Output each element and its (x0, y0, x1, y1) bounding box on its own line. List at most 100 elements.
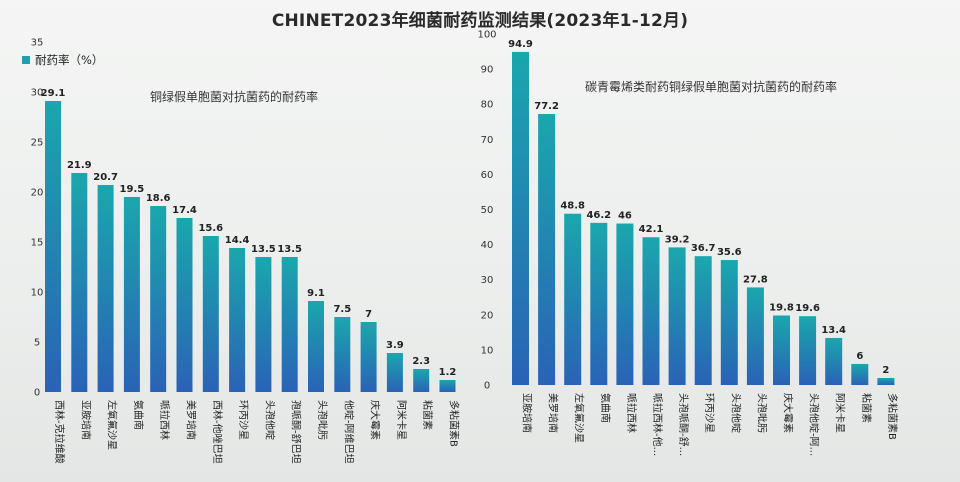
left-category-label: 庆大霉素 (369, 400, 382, 440)
left-y-tick: 25 (31, 138, 44, 149)
right-category-label: 头孢他啶-阿... (808, 393, 821, 456)
right-bars: 94.9 亚胺培南 77.2 美罗培南 48.8 左氧氟沙星 46.2 氨曲南 46 哌拉西林 42… (508, 39, 899, 456)
right-bar (668, 247, 686, 385)
left-bar (255, 257, 272, 392)
right-y-tick: 0 (484, 381, 490, 392)
left-bar (45, 101, 61, 392)
right-bar (590, 222, 608, 385)
right-bar (616, 223, 634, 385)
left-value-label: 14.4 (225, 235, 250, 246)
left-value-label: 20.7 (93, 172, 118, 183)
right-y-tick: 70 (481, 135, 494, 146)
right-value-label: 46 (618, 211, 632, 222)
right-y-tick: 80 (481, 100, 494, 111)
left-bar (281, 257, 298, 392)
left-value-label: 13.5 (277, 244, 302, 255)
right-value-label: 19.6 (795, 303, 820, 314)
right-y-tick: 20 (481, 310, 494, 321)
right-bar (512, 51, 529, 385)
left-value-label: 1.2 (439, 367, 457, 378)
right-category-label: 阿米卡星 (834, 393, 847, 433)
right-bar (746, 287, 764, 385)
left-y-tick: 5 (34, 338, 40, 349)
left-bar (360, 322, 377, 392)
left-value-label: 7.5 (333, 304, 351, 315)
right-value-label: 35.6 (717, 247, 742, 258)
right-category-label: 环丙沙星 (703, 393, 715, 433)
left-category-label: 左氧氟沙星 (106, 400, 119, 450)
right-category-label: 头孢他啶 (729, 393, 742, 433)
right-bar (773, 315, 790, 385)
left-value-label: 17.4 (172, 205, 197, 216)
left-value-label: 15.6 (198, 223, 223, 234)
left-category-label: 环丙沙星 (237, 400, 249, 440)
right-value-label: 42.1 (639, 224, 664, 235)
left-value-label: 2.3 (412, 356, 430, 367)
left-value-label: 7 (365, 309, 372, 320)
right-bar (877, 377, 895, 385)
left-bar (202, 236, 219, 392)
right-bar (825, 337, 843, 385)
left-category-label: 西林-克拉维酸 (53, 400, 66, 464)
left-category-label: 多粘菌素B (448, 400, 461, 447)
left-value-label: 18.6 (146, 193, 171, 204)
right-y-tick: 10 (481, 345, 494, 356)
right-y-axis: 0 10 20 30 40 50 60 70 80 90 100 (477, 30, 496, 392)
right-category-label: 多粘菌素B (886, 393, 899, 440)
left-category-label: 西林-他唑巴坦 (211, 400, 224, 464)
left-bar (176, 218, 193, 392)
right-value-label: 46.2 (586, 210, 611, 221)
left-y-tick: 10 (31, 288, 44, 299)
left-value-label: 21.9 (67, 160, 92, 171)
left-bar (150, 206, 167, 392)
right-category-label: 粘菌素 (860, 393, 873, 423)
right-bar (851, 363, 869, 385)
left-y-axis: 0 5 10 15 20 25 30 35 (31, 38, 44, 399)
left-category-label: 氨曲南 (132, 400, 145, 430)
left-value-label: 19.5 (120, 184, 145, 195)
right-bar (642, 237, 660, 385)
left-bar (71, 173, 88, 392)
right-category-label: 美罗培南 (547, 393, 560, 433)
chart-right-title: 碳青霉烯类耐药铜绿假单胞菌对抗菌药的耐药率 (585, 79, 837, 94)
left-category-label: 哌拉西林 (158, 400, 171, 440)
left-bar (439, 380, 456, 392)
right-category-label: 庆大霉素 (782, 393, 795, 433)
right-bar (694, 256, 712, 385)
left-y-tick: 35 (31, 38, 44, 49)
right-value-label: 39.2 (665, 234, 690, 245)
left-y-tick: 0 (34, 388, 40, 399)
left-value-label: 3.9 (386, 340, 404, 351)
right-value-label: 6 (856, 351, 863, 362)
left-bar (229, 248, 246, 392)
right-bar (538, 114, 556, 385)
right-category-label: 亚胺培南 (521, 393, 534, 433)
right-y-tick: 60 (481, 170, 494, 181)
right-y-tick: 40 (481, 240, 494, 251)
left-value-label: 13.5 (251, 244, 276, 255)
left-category-label: 他啶-阿维巴坦 (342, 400, 355, 464)
left-y-tick: 30 (31, 88, 44, 99)
left-value-label: 9.1 (307, 288, 325, 299)
left-category-label: 阿米卡星 (395, 400, 408, 440)
legend-swatch (22, 56, 30, 64)
right-bar (564, 213, 582, 385)
right-category-label: 哌拉西林 (625, 393, 638, 433)
left-bar (386, 353, 403, 392)
left-bar (334, 317, 351, 392)
right-value-label: 94.9 (508, 39, 533, 50)
left-category-label: 亚胺培南 (79, 400, 92, 440)
right-category-label: 哌拉西林-他... (651, 393, 664, 456)
right-value-label: 2 (882, 365, 889, 376)
right-y-tick: 90 (481, 65, 494, 76)
left-category-label: 粘菌素 (421, 400, 434, 430)
right-category-label: 头孢吡肟 (755, 393, 767, 433)
right-value-label: 27.8 (743, 274, 768, 285)
left-category-label: 孢哌酮-舒巴坦 (290, 400, 303, 464)
right-y-tick: 100 (477, 30, 496, 41)
right-bar (720, 260, 738, 385)
right-category-label: 氨曲南 (599, 393, 612, 423)
left-bars: 29.1 西林-克拉维酸 21.9 亚胺培南 20.7 左氧氟沙星 19.5 氨曲南 18.6 哌… (41, 88, 461, 464)
